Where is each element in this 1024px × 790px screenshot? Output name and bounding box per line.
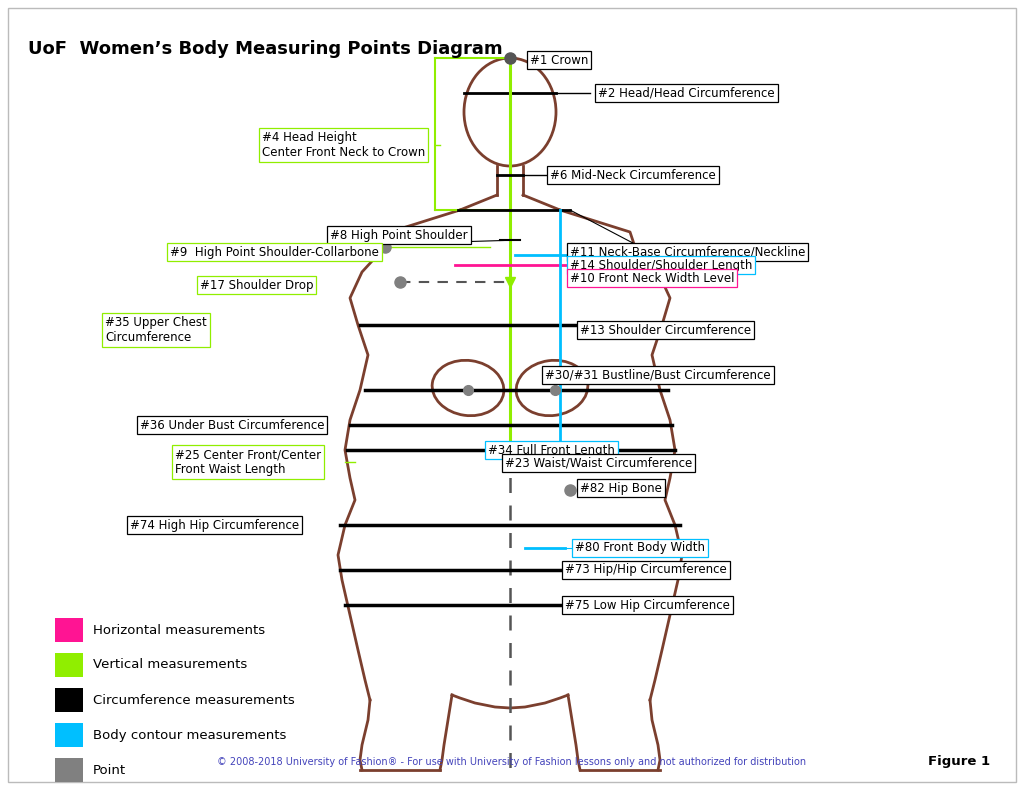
Text: #30/#31 Bustline/Bust Circumference: #30/#31 Bustline/Bust Circumference [545, 368, 771, 382]
Text: Point: Point [93, 763, 126, 777]
Text: #36 Under Bust Circumference: #36 Under Bust Circumference [140, 419, 325, 431]
Text: #11 Neck-Base Circumference/Neckline: #11 Neck-Base Circumference/Neckline [570, 246, 805, 258]
Text: #9  High Point Shoulder-Collarbone: #9 High Point Shoulder-Collarbone [170, 246, 379, 258]
Text: #25 Center Front/Center
Front Waist Length: #25 Center Front/Center Front Waist Leng… [175, 448, 322, 476]
Text: #34 Full Front Length: #34 Full Front Length [488, 443, 614, 457]
Text: #2 Head/Head Circumference: #2 Head/Head Circumference [598, 86, 774, 100]
Text: Body contour measurements: Body contour measurements [93, 728, 287, 742]
Text: UoF  Women’s Body Measuring Points Diagram: UoF Women’s Body Measuring Points Diagra… [28, 40, 503, 58]
Text: #80 Front Body Width: #80 Front Body Width [575, 541, 705, 555]
Bar [55, 618, 83, 642]
Text: #82 Hip Bone: #82 Hip Bone [580, 481, 662, 495]
Text: #13 Shoulder Circumference: #13 Shoulder Circumference [580, 323, 752, 337]
Text: Horizontal measurements: Horizontal measurements [93, 623, 265, 637]
Text: Circumference measurements: Circumference measurements [93, 694, 295, 706]
Text: © 2008-2018 University of Fashion® - For use with University of Fashion lessons : © 2008-2018 University of Fashion® - For… [217, 757, 807, 767]
Text: #8 High Point Shoulder: #8 High Point Shoulder [330, 228, 468, 242]
Text: #1 Crown: #1 Crown [530, 54, 589, 66]
Text: #10 Front Neck Width Level: #10 Front Neck Width Level [570, 272, 734, 284]
Bar [55, 688, 83, 712]
Text: #74 High Hip Circumference: #74 High Hip Circumference [130, 518, 299, 532]
Text: #73 Hip/Hip Circumference: #73 Hip/Hip Circumference [565, 563, 727, 577]
Bar [55, 653, 83, 677]
Text: #17 Shoulder Drop: #17 Shoulder Drop [200, 279, 313, 292]
Text: Vertical measurements: Vertical measurements [93, 659, 247, 672]
Text: #75 Low Hip Circumference: #75 Low Hip Circumference [565, 599, 730, 611]
Text: Figure 1: Figure 1 [928, 755, 990, 769]
Bar [55, 758, 83, 782]
Bar [55, 723, 83, 747]
Text: #6 Mid-Neck Circumference: #6 Mid-Neck Circumference [550, 168, 716, 182]
Text: #23 Waist/Waist Circumference: #23 Waist/Waist Circumference [505, 457, 692, 469]
Text: #35 Upper Chest
Circumference: #35 Upper Chest Circumference [105, 316, 207, 344]
Text: #4 Head Height
Center Front Neck to Crown: #4 Head Height Center Front Neck to Crow… [262, 131, 425, 159]
Text: #14 Shoulder/Shoulder Length: #14 Shoulder/Shoulder Length [570, 258, 753, 272]
